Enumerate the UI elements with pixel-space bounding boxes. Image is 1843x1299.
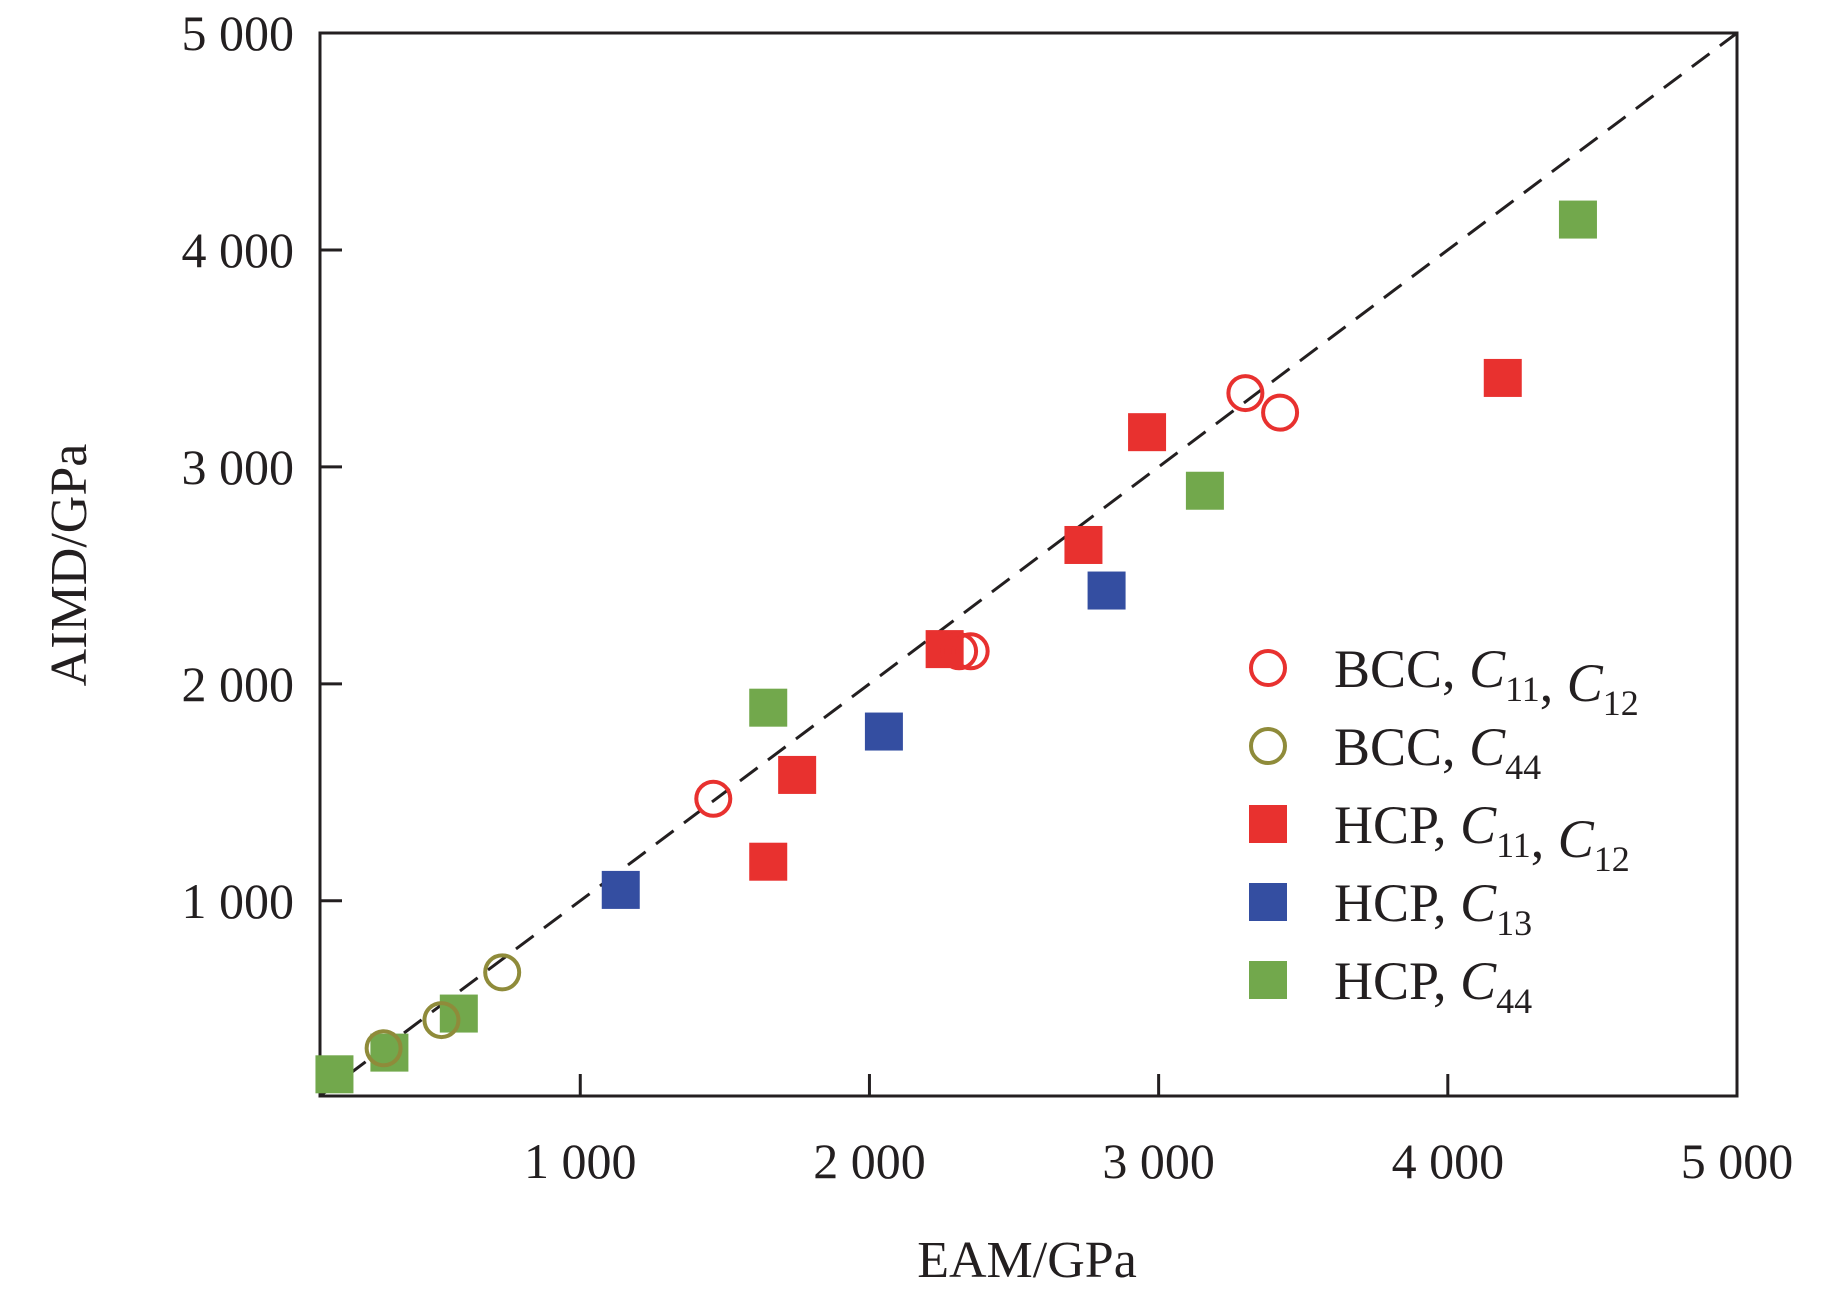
data-point-circle: [1261, 393, 1300, 432]
legend-marker: [1249, 883, 1287, 921]
data-point-square: [1185, 471, 1224, 510]
legend-entry-label: HCP, C11, C12: [1334, 795, 1630, 879]
y-tick-label: 2 000: [182, 656, 295, 712]
data-point-square: [601, 870, 640, 909]
x-tick-label: 4 000: [1392, 1133, 1505, 1189]
y-tick-label: 4 000: [182, 222, 295, 278]
x-tick-label: 3 000: [1102, 1133, 1215, 1189]
x-tick-label: 2 000: [813, 1133, 926, 1189]
legend-marker: [1249, 727, 1287, 765]
legend-entry-label: BCC, C44: [1334, 717, 1541, 787]
data-point-circle: [422, 1001, 461, 1040]
data-point-square: [1087, 571, 1126, 610]
legend-marker: [1249, 649, 1287, 687]
data-point-square: [778, 755, 817, 794]
plot-area: [318, 31, 1739, 1098]
data-point-circle: [364, 1029, 403, 1068]
data-point-circle: [940, 632, 979, 671]
axis-ticks: 1 000 2 000 3 000 4 000 5 000 1 000 2 000 3 000…: [182, 5, 1794, 1189]
y-axis-title: AIMD/GPa: [41, 444, 98, 687]
data-point-square: [749, 688, 788, 727]
reference-line-dashed: [319, 31, 1738, 1098]
data-point-circle: [694, 779, 733, 818]
data-point-square: [315, 1055, 354, 1094]
data-point-circle: [483, 953, 522, 992]
data-point-square: [749, 842, 788, 881]
y-tick-label: 1 000: [182, 873, 295, 929]
data-point-circle: [951, 632, 990, 671]
x-axis-title: EAM/GPa: [917, 1232, 1137, 1289]
legend-entry-label: HCP, C44: [1334, 951, 1532, 1021]
y-tick-label: 3 000: [182, 439, 295, 495]
data-points: [315, 200, 1597, 1094]
legend-marker: [1249, 961, 1287, 999]
x-tick-label: 1 000: [524, 1133, 637, 1189]
x-tick-label: 5 000: [1681, 1133, 1794, 1189]
legend-marker: [1249, 805, 1287, 843]
data-point-circle: [1226, 374, 1265, 413]
reference-line-group: [319, 31, 1738, 1098]
data-point-square: [1558, 200, 1597, 239]
data-point-square: [1128, 413, 1167, 452]
legend-entry-label: HCP, C13: [1334, 873, 1532, 943]
legend-entry-label: BCC, C11, C12: [1334, 639, 1639, 723]
data-point-square: [864, 712, 903, 751]
data-point-square: [1483, 358, 1522, 397]
plot-frame: [318, 31, 1739, 1098]
data-point-square: [1064, 525, 1103, 564]
y-tick-label: 5 000: [182, 5, 295, 61]
